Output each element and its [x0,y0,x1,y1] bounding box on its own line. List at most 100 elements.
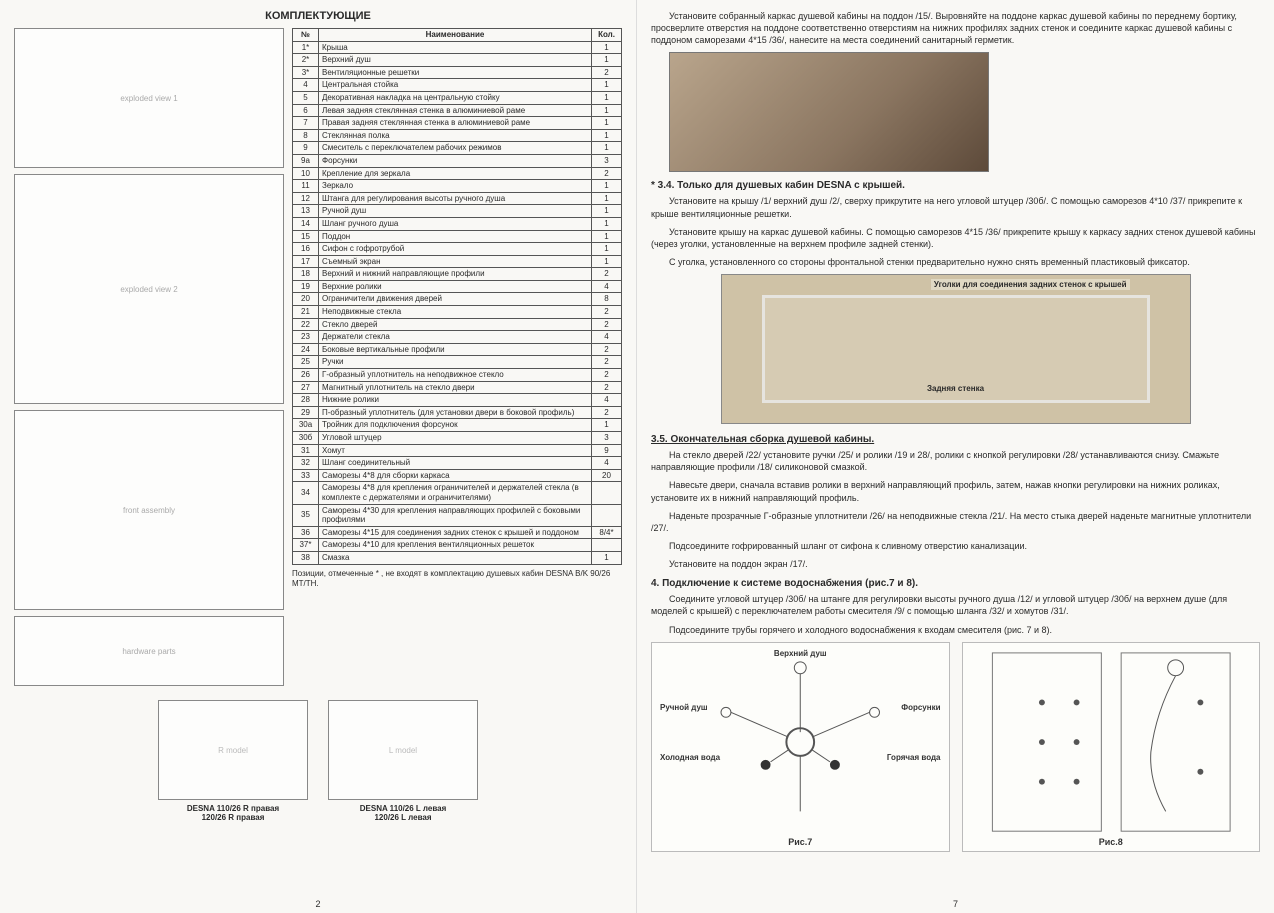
part-name: Смеситель с переключателем рабочих режим… [319,142,592,155]
part-qty: 1 [592,129,622,142]
part-qty: 1 [592,142,622,155]
part-name: Ограничители движения дверей [319,293,592,306]
part-name: Шланг соединительный [319,457,592,470]
table-row: 16Сифон с гофротрубой1 [293,243,622,256]
part-name: П-образный уплотнитель (для установки дв… [319,406,592,419]
page-number-left: 2 [315,899,320,909]
part-name: Декоративная накладка на центральную сто… [319,91,592,104]
part-name: Нижние ролики [319,394,592,407]
part-qty: 8 [592,293,622,306]
model-r-caption1: DESNA 110/26 R правая [158,804,308,813]
part-qty: 1 [592,79,622,92]
part-name: Стекло дверей [319,318,592,331]
part-name: Крепление для зеркала [319,167,592,180]
fig7-label: Рис.7 [788,837,812,847]
para-intro: Установите собранный каркас душевой каби… [651,10,1260,46]
part-name: Верхний и нижний направляющие профили [319,268,592,281]
part-qty: 2 [592,318,622,331]
model-l-diagram: L model [328,700,478,800]
table-row: 3*Вентиляционные решетки2 [293,66,622,79]
part-number: 32 [293,457,319,470]
part-number: 30б [293,432,319,445]
col-num: № [293,29,319,42]
part-name: Ручной душ [319,205,592,218]
photo2-label-brackets: Уголки для соединения задних стенок с кр… [931,279,1130,290]
part-number: 7 [293,117,319,130]
part-number: 8 [293,129,319,142]
part-qty: 4 [592,394,622,407]
part-name: Сифон с гофротрубой [319,243,592,256]
part-name: Шланг ручного душа [319,217,592,230]
part-name: Саморезы 4*8 для сборки каркаса [319,469,592,482]
part-name: Верхний душ [319,54,592,67]
part-name: Магнитный уплотнитель на стекло двери [319,381,592,394]
footnote: Позиции, отмеченные * , не входят в комп… [292,569,622,590]
para-35d: Подсоедините гофрированный шланг от сифо… [651,540,1260,552]
part-qty: 1 [592,104,622,117]
part-qty: 2 [592,406,622,419]
part-qty: 2 [592,167,622,180]
table-row: 37*Саморезы 4*10 для крепления вентиляци… [293,539,622,552]
part-name: Штанга для регулирования высоты ручного … [319,192,592,205]
table-row: 14Шланг ручного душа1 [293,217,622,230]
part-qty: 1 [592,54,622,67]
schematic-fig7: Верхний душ Ручной душ Форсунки Холодная… [651,642,950,852]
part-qty: 1 [592,91,622,104]
part-number: 35 [293,504,319,526]
part-qty: 1 [592,551,622,564]
part-name: Стеклянная полка [319,129,592,142]
table-row: 28Нижние ролики4 [293,394,622,407]
table-row: 32Шланг соединительный4 [293,457,622,470]
part-number: 31 [293,444,319,457]
fig8-label: Рис.8 [1099,837,1123,847]
part-number: 23 [293,331,319,344]
table-row: 22Стекло дверей2 [293,318,622,331]
para-4a: Соедините угловой штуцер /30б/ на штанге… [651,593,1260,617]
part-name: Центральная стойка [319,79,592,92]
part-qty: 9 [592,444,622,457]
part-name: Правая задняя стеклянная стенка в алюмин… [319,117,592,130]
part-number: 26 [293,369,319,382]
part-number: 19 [293,280,319,293]
part-qty: 1 [592,419,622,432]
para-34c: С уголка, установленного со стороны фрон… [651,256,1260,268]
heading-3-5: 3.5. Окончательная сборка душевой кабины… [651,434,1260,445]
table-row: 21Неподвижные стекла2 [293,306,622,319]
col-name: Наименование [319,29,592,42]
table-row: 1*Крыша1 [293,41,622,54]
parts-table: № Наименование Кол. 1*Крыша12*Верхний ду… [292,28,622,565]
table-row: 12Штанга для регулирования высоты ручног… [293,192,622,205]
part-qty: 1 [592,243,622,256]
table-row: 7Правая задняя стеклянная стенка в алюми… [293,117,622,130]
part-name: Угловой штуцер [319,432,592,445]
part-number: 33 [293,469,319,482]
heading-3-4: * 3.4. Только для душевых кабин DESNA с … [651,180,1260,191]
part-number: 3* [293,66,319,79]
part-qty: 2 [592,268,622,281]
table-row: 13Ручной душ1 [293,205,622,218]
part-name: Саморезы 4*10 для крепления вентиляционн… [319,539,592,552]
part-number: 1* [293,41,319,54]
table-row: 20Ограничители движения дверей8 [293,293,622,306]
part-number: 38 [293,551,319,564]
part-qty: 2 [592,66,622,79]
table-row: 23Держатели стекла4 [293,331,622,344]
part-qty: 20 [592,469,622,482]
part-name: Верхние ролики [319,280,592,293]
part-qty: 8/4* [592,526,622,539]
photo-corner-brackets: Уголки для соединения задних стенок с кр… [721,274,1191,424]
exploded-view-front: front assembly [14,410,284,610]
part-name: Съемный экран [319,255,592,268]
para-35e: Установите на поддон экран /17/. [651,558,1260,570]
part-qty: 1 [592,180,622,193]
part-number: 12 [293,192,319,205]
part-number: 2* [293,54,319,67]
part-number: 34 [293,482,319,504]
title-components: КОМПЛЕКТУЮЩИЕ [14,10,622,22]
part-qty: 2 [592,356,622,369]
part-qty: 1 [592,41,622,54]
part-qty: 4 [592,457,622,470]
part-name: Неподвижные стекла [319,306,592,319]
part-number: 18 [293,268,319,281]
hardware-diagram: hardware parts [14,616,284,686]
